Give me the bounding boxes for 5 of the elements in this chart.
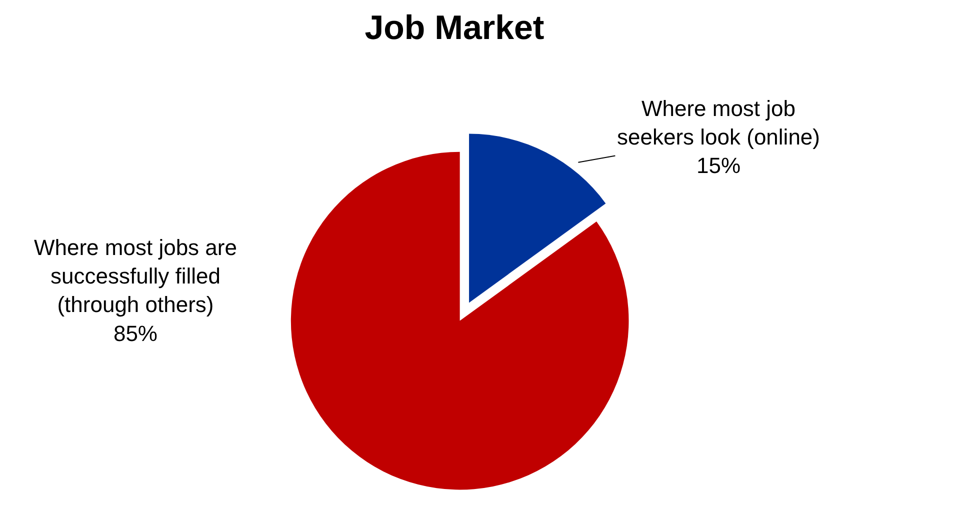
data-label: 15% xyxy=(696,153,741,178)
slice-label: Where most jobs are successfully filled (through others) xyxy=(34,235,237,318)
slice-label: Where most job seekers look (online) xyxy=(617,96,820,150)
data-label: 85% xyxy=(113,320,158,346)
chart-title: Job Market xyxy=(364,9,544,48)
